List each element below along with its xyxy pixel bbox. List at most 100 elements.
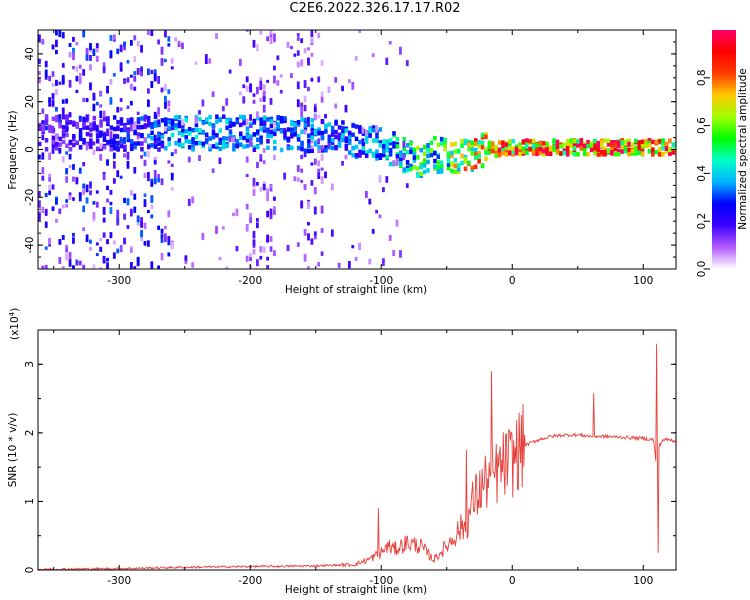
heatmap-cell [41,124,45,129]
heatmap-cell [146,171,150,178]
heatmap-cell [337,262,341,268]
colorbar-ticks: 0.0 0.2 0.4 0.6 0.8 [696,69,710,277]
heatmap-cell [75,66,79,73]
heatmap-cell [307,143,311,148]
heatmap-cell [235,139,240,144]
heatmap-cell [245,85,249,92]
heatmap-cell [126,132,130,141]
heatmap-cell [68,51,72,58]
heatmap-cell [245,126,250,131]
heatmap-cell [218,146,223,152]
heatmap-cell [48,99,52,107]
heatmap-cell [106,120,109,124]
heatmap-cell [136,263,140,267]
heatmap-cell [119,45,123,51]
heatmap-cell [65,116,69,122]
heatmap-cell [422,163,427,168]
heatmap-cell [375,156,379,161]
heatmap-cell [327,143,331,149]
heatmap-cell [225,266,229,269]
heatmap-cell [300,146,304,152]
heatmap-cell [347,138,352,143]
heatmap-cell [146,68,150,76]
heatmap-cell [296,177,300,182]
heatmap-cell [514,144,519,150]
x-tick-label: 0 [509,575,516,587]
heatmap-cell [85,47,89,55]
heatmap-cell [651,147,655,152]
heatmap-cell [44,120,49,126]
heatmap-cell [150,143,154,148]
heatmap-cell [164,30,167,38]
heatmap-cell [364,130,368,135]
heatmap-cell [89,64,92,71]
heatmap-cell [72,232,75,237]
heatmap-cell [109,139,114,145]
heatmap-cell [521,149,526,154]
heatmap-cell [160,140,165,146]
heatmap-cell [477,150,481,156]
heatmap-cell [167,89,171,94]
heatmap-cell [521,146,526,151]
heatmap-cell [44,114,49,119]
heatmap-cell [657,152,662,157]
heatmap-cell [204,119,209,125]
heatmap-cell [467,160,471,166]
heatmap-cell [252,239,256,246]
heatmap-cell [218,128,223,133]
heatmap-cell [99,123,103,128]
heatmap-cell [150,204,154,210]
heatmap-cell [126,77,130,83]
heatmap-cell [317,138,321,145]
heatmap-cell [184,138,188,144]
heatmap-cell [606,142,611,147]
heatmap-cell [514,150,519,156]
heatmap-cell [572,146,577,151]
heatmap-cell [603,146,607,151]
heatmap-cell [480,132,485,138]
heatmap-cell [41,127,45,133]
heatmap-cell [112,126,117,132]
x-tick-label: -100 [369,275,393,287]
heatmap-cell [337,125,342,130]
heatmap-cell [218,157,222,164]
heatmap-cell [116,248,120,254]
heatmap-cell [99,119,103,124]
heatmap-cell [218,137,223,143]
heatmap-cell [596,140,601,146]
heatmap-cell [327,122,332,127]
heatmap-cell [358,153,362,158]
heatmap-cell [388,40,392,45]
heatmap-cell [552,144,556,150]
heatmap-cell [521,139,526,144]
heatmap-cell [133,35,137,41]
heatmap-cell [548,151,553,157]
heatmap-cell [68,195,72,200]
heatmap-cell [191,262,195,268]
heatmap-cell [140,69,143,77]
colorbar-gradient-bar [712,30,736,269]
heatmap-cell [119,121,124,126]
heatmap-cell [273,209,276,215]
heatmap-cell [620,138,624,143]
heatmap-cell [266,210,270,218]
heatmap-cell [610,150,614,155]
heatmap-cell [174,123,178,128]
heatmap-cell [402,140,406,148]
heatmap-cell [354,124,359,129]
heatmap-cell [218,256,222,261]
heatmap-cell [41,38,45,45]
heatmap-cell [160,237,164,243]
heatmap-cell [181,143,185,148]
heatmap-cell [259,126,263,132]
x-tick-label: -300 [107,575,131,587]
heatmap-cell [368,198,372,205]
heatmap-cell [65,168,69,175]
heatmap-cell [640,142,645,148]
heatmap-cell [392,144,396,149]
heatmap-cell [150,196,154,204]
heatmap-cell [167,236,171,241]
heatmap-cell [249,216,252,224]
heatmap-cell [491,147,495,152]
heatmap-cell [470,140,475,146]
